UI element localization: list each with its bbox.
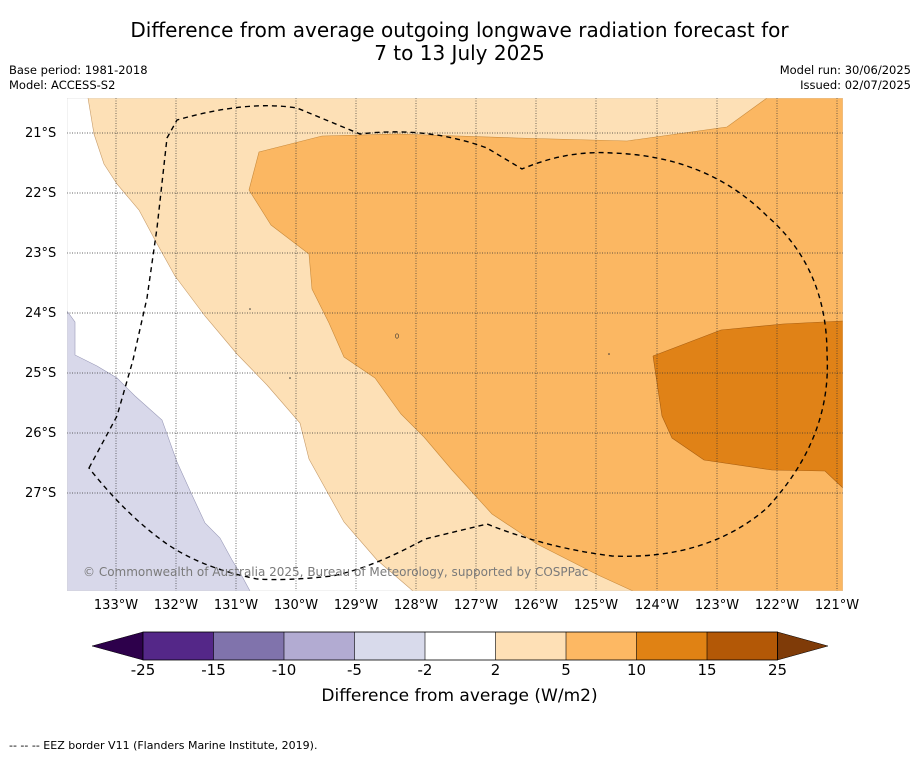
colorbar-tick: -2: [417, 661, 433, 679]
lon-label-123w: 123°W: [694, 598, 740, 613]
colorbar-tick: 2: [490, 661, 501, 679]
colorbar-title: Difference from average (W/m2): [321, 686, 598, 706]
olr-anomaly-map: [67, 98, 843, 591]
lon-label-129w: 129°W: [333, 598, 379, 613]
meta-right: Model run: 30/06/2025 Issued: 02/07/2025: [780, 63, 911, 93]
base-period-text: Base period: 1981-2018: [9, 63, 148, 77]
colorbar-extend-low: [91, 631, 144, 661]
model-text: Model: ACCESS-S2: [9, 78, 116, 92]
lon-label-133w: 133°W: [93, 598, 139, 613]
contour-pos-5-to-10: [249, 98, 843, 591]
lat-label-26s: 26°S: [25, 426, 57, 441]
colorbar-bin: [284, 632, 355, 660]
colorbar-tick: 15: [697, 661, 717, 679]
colorbar-bin: [495, 632, 566, 660]
lat-label-25s: 25°S: [25, 366, 57, 381]
lon-label-125w: 125°W: [573, 598, 619, 613]
meta-left: Base period: 1981-2018 Model: ACCESS-S2: [9, 63, 148, 93]
colorbar-bin: [566, 632, 637, 660]
colorbar-tick: -10: [271, 661, 297, 679]
colorbar-tick: 5: [561, 661, 571, 679]
lon-label-122w: 122°W: [754, 598, 800, 613]
contour-neg-2-to-neg-5: [67, 311, 250, 591]
issued-text: Issued: 02/07/2025: [800, 78, 911, 92]
colorbar-tick: 10: [626, 661, 647, 679]
colorbar-tick: 25: [767, 661, 788, 679]
lon-label-131w: 131°W: [213, 598, 259, 613]
island-marker: [289, 377, 291, 379]
island-marker: [608, 353, 610, 355]
colorbar-tick: -5: [347, 661, 362, 679]
island-marker: [395, 333, 399, 339]
lon-label-128w: 128°W: [393, 598, 439, 613]
copyright-credit: © Commonwealth of Australia 2025, Bureau…: [83, 565, 589, 579]
colorbar: [91, 631, 829, 661]
title-line-1: Difference from average outgoing longwav…: [130, 18, 789, 42]
lon-label-127w: 127°W: [453, 598, 499, 613]
colorbar-bin: [636, 632, 707, 660]
colorbar-bin: [143, 632, 214, 660]
colorbar-bin: [354, 632, 425, 660]
contour-pos-2-to-5: [88, 98, 767, 591]
lon-label-121w: 121°W: [814, 598, 860, 613]
model-run-text: Model run: 30/06/2025: [779, 63, 911, 77]
lon-label-130w: 130°W: [273, 598, 319, 613]
lon-label-124w: 124°W: [634, 598, 680, 613]
lat-label-21s: 21°S: [25, 126, 57, 141]
colorbar-extend-high: [777, 631, 829, 661]
lon-label-126w: 126°W: [513, 598, 559, 613]
latitude-gridlines: [67, 132, 843, 494]
lat-label-24s: 24°S: [25, 306, 57, 321]
lat-label-27s: 27°S: [25, 486, 57, 501]
lon-label-132w: 132°W: [153, 598, 199, 613]
title-line-2: 7 to 13 July 2025: [374, 41, 545, 65]
contour-pos-10-to-15: [653, 321, 843, 488]
eez-border: [88, 105, 829, 581]
colorbar-bin: [213, 632, 284, 660]
colorbar-tick: -25: [130, 661, 156, 679]
longitude-gridlines: [115, 98, 838, 591]
colorbar-bin: [707, 632, 778, 660]
lat-label-23s: 23°S: [25, 246, 57, 261]
colorbar-tick: -15: [201, 661, 226, 679]
lat-label-22s: 22°S: [25, 186, 57, 201]
eez-legend-footnote: -- -- -- EEZ border V11 (Flanders Marine…: [9, 739, 318, 752]
colorbar-bin: [425, 632, 496, 660]
map-title: Difference from average outgoing longwav…: [0, 19, 919, 65]
island-marker: [249, 308, 251, 310]
